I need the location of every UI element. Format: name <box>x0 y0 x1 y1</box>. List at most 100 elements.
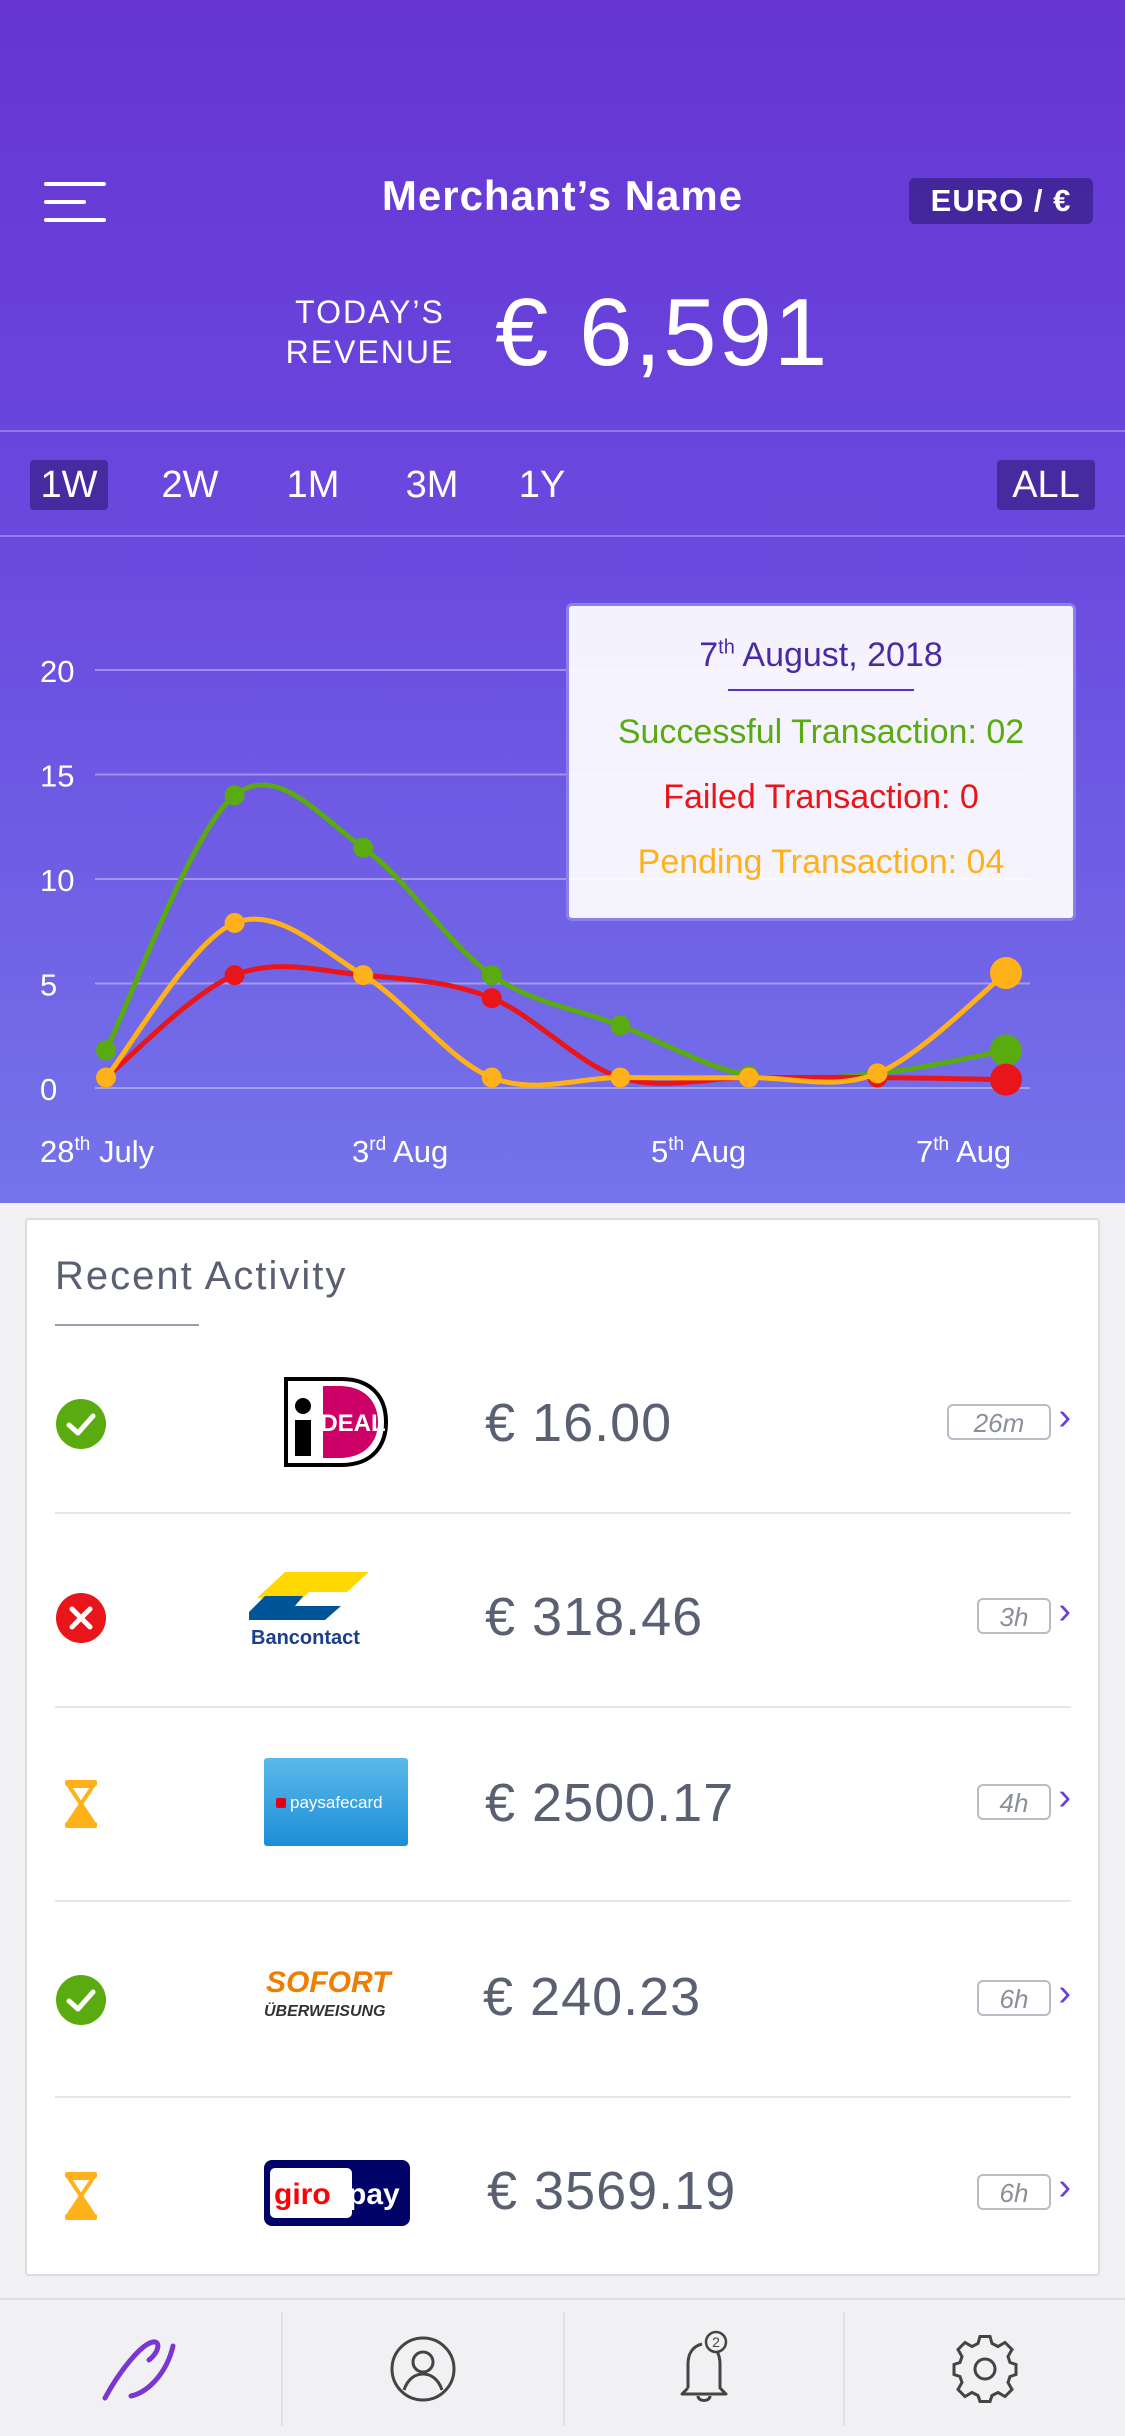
title-underline <box>55 1324 199 1326</box>
data-point-pending <box>96 1067 116 1088</box>
y-tick-label: 0 <box>40 1072 57 1107</box>
svg-text:paysafecard: paysafecard <box>290 1793 383 1812</box>
range-tab-3m[interactable]: 3M <box>405 464 459 506</box>
pending-hourglass-icon <box>65 1780 97 1828</box>
tooltip-successful: Successful Transaction: 02 <box>617 713 1025 751</box>
data-point-failed <box>481 988 502 1009</box>
data-point-failed <box>224 965 245 986</box>
x-tick-label: 5th Aug <box>651 1134 746 1169</box>
data-point-successful <box>96 1040 116 1061</box>
series-line-pending <box>104 916 1008 1088</box>
tab-home[interactable] <box>0 2300 281 2436</box>
svg-text:giro: giro <box>274 2178 331 2211</box>
chevron-right-icon: › <box>1058 1776 1071 1818</box>
range-tab-1w[interactable]: 1W <box>30 460 108 510</box>
y-tick-label: 20 <box>40 654 74 689</box>
menu-icon[interactable] <box>44 182 106 222</box>
tab-separator <box>563 2312 565 2426</box>
tooltip-rule <box>728 689 914 691</box>
ideal-logo: DEAL <box>284 1377 389 1467</box>
home-icon <box>102 2339 176 2401</box>
revenue-amount: € 6,591 <box>495 279 830 386</box>
tab-notifications[interactable]: 2 <box>565 2300 846 2436</box>
list-item[interactable]: paysafecard € 2500.17 4h › <box>55 1708 1071 1900</box>
time-badge: 3h <box>977 1598 1051 1634</box>
transactions-chart: 0 5 10 15 20 28th July 3rd Aug 5th Aug 7th Aug <box>40 654 1030 1169</box>
range-tab-all[interactable]: ALL <box>997 460 1095 510</box>
transaction-amount: € 3569.19 <box>487 2161 737 2221</box>
data-point-pending <box>867 1063 888 1084</box>
x-tick-label: 28th July <box>40 1134 155 1169</box>
transaction-amount: € 2500.17 <box>485 1773 735 1833</box>
chevron-right-icon: › <box>1058 1972 1071 2014</box>
data-point-pending <box>738 1067 759 1088</box>
divider <box>55 2096 1071 2098</box>
success-check-icon <box>56 1399 106 1449</box>
time-badge: 6h <box>977 1980 1051 2016</box>
transaction-amount: € 16.00 <box>485 1393 673 1453</box>
y-tick-label: 10 <box>40 863 74 898</box>
notification-badge: 2 <box>712 2334 720 2350</box>
data-point-failed <box>990 1063 1022 1096</box>
data-point-pending <box>224 912 245 933</box>
svg-text:Bancontact: Bancontact <box>251 1627 360 1648</box>
list-item[interactable]: SOFORT ÜBERWEISUNG € 240.23 6h › <box>55 1902 1071 2096</box>
time-badge: 4h <box>977 1784 1051 1820</box>
x-tick-label: 7th Aug <box>916 1134 1011 1169</box>
divider <box>0 535 1125 537</box>
range-tab-1m[interactable]: 1M <box>286 464 340 506</box>
chevron-right-icon: › <box>1058 2166 1071 2208</box>
data-point-successful <box>481 965 502 986</box>
profile-icon <box>390 2336 456 2402</box>
revenue-label: TODAY’S REVENUE <box>285 294 455 370</box>
notifications-icon: 2 <box>680 2330 728 2402</box>
svg-text:DEAL: DEAL <box>320 1410 385 1437</box>
giropay-logo: giro pay <box>264 2160 410 2226</box>
range-tab-2w[interactable]: 2W <box>161 464 219 506</box>
divider <box>55 1512 1071 1514</box>
transaction-amount: € 240.23 <box>483 1967 702 2027</box>
svg-text:ÜBERWEISUNG: ÜBERWEISUNG <box>264 2001 386 2020</box>
tooltip-date: 7th August, 2018 <box>699 636 943 674</box>
merchant-name: Merchant’s Name <box>381 172 744 219</box>
time-badge: 26m <box>947 1404 1051 1440</box>
list-item[interactable]: Bancontact € 318.46 3h › <box>55 1514 1071 1706</box>
transaction-amount: € 318.46 <box>485 1587 704 1647</box>
data-point-successful <box>353 837 374 858</box>
tab-settings[interactable] <box>845 2300 1125 2436</box>
chevron-right-icon: › <box>1058 1590 1071 1632</box>
data-point-pending <box>353 965 374 986</box>
time-badge: 6h <box>977 2174 1051 2210</box>
tooltip-pending: Pending Transaction: 04 <box>637 843 1005 881</box>
data-point-pending <box>610 1067 631 1088</box>
tab-profile[interactable] <box>283 2300 564 2436</box>
divider <box>55 1706 1071 1708</box>
y-tick-label: 15 <box>40 759 74 794</box>
data-point-successful <box>224 785 245 806</box>
data-point-successful <box>990 1034 1022 1067</box>
bottom-tab-bar: 2 <box>0 2298 1125 2436</box>
recent-activity-card: Recent Activity DEAL € 16.00 26m › Banco… <box>25 1218 1100 2276</box>
data-point-successful <box>610 1015 631 1036</box>
failed-x-icon <box>56 1593 106 1643</box>
y-tick-label: 5 <box>40 968 57 1003</box>
range-tab-1y[interactable]: 1Y <box>518 464 566 506</box>
divider <box>0 430 1125 432</box>
chart-tooltip: 7th August, 2018 Successful Transaction:… <box>566 603 1076 921</box>
list-item[interactable]: giro pay € 3569.19 6h › <box>55 2098 1071 2274</box>
header-panel: Merchant’s Name EURO / € TODAY’S REVENUE… <box>0 0 1125 1203</box>
sofort-logo: SOFORT ÜBERWEISUNG <box>264 1966 393 2020</box>
recent-activity-title: Recent Activity <box>55 1254 348 1298</box>
range-tabs: 1W 2W 1M 3M 1Y ALL <box>0 432 1125 536</box>
list-item[interactable]: DEAL € 16.00 26m › <box>55 1360 1071 1490</box>
currency-selector[interactable]: EURO / € <box>909 178 1093 224</box>
tooltip-failed: Failed Transaction: 0 <box>663 778 979 816</box>
bancontact-logo: Bancontact <box>249 1572 369 1648</box>
tab-separator <box>843 2312 845 2426</box>
success-check-icon <box>56 1975 106 2025</box>
tab-separator <box>281 2312 283 2426</box>
pending-hourglass-icon <box>65 2172 97 2220</box>
divider <box>55 1900 1071 1902</box>
settings-icon <box>952 2335 1018 2403</box>
x-tick-label: 3rd Aug <box>352 1134 448 1169</box>
